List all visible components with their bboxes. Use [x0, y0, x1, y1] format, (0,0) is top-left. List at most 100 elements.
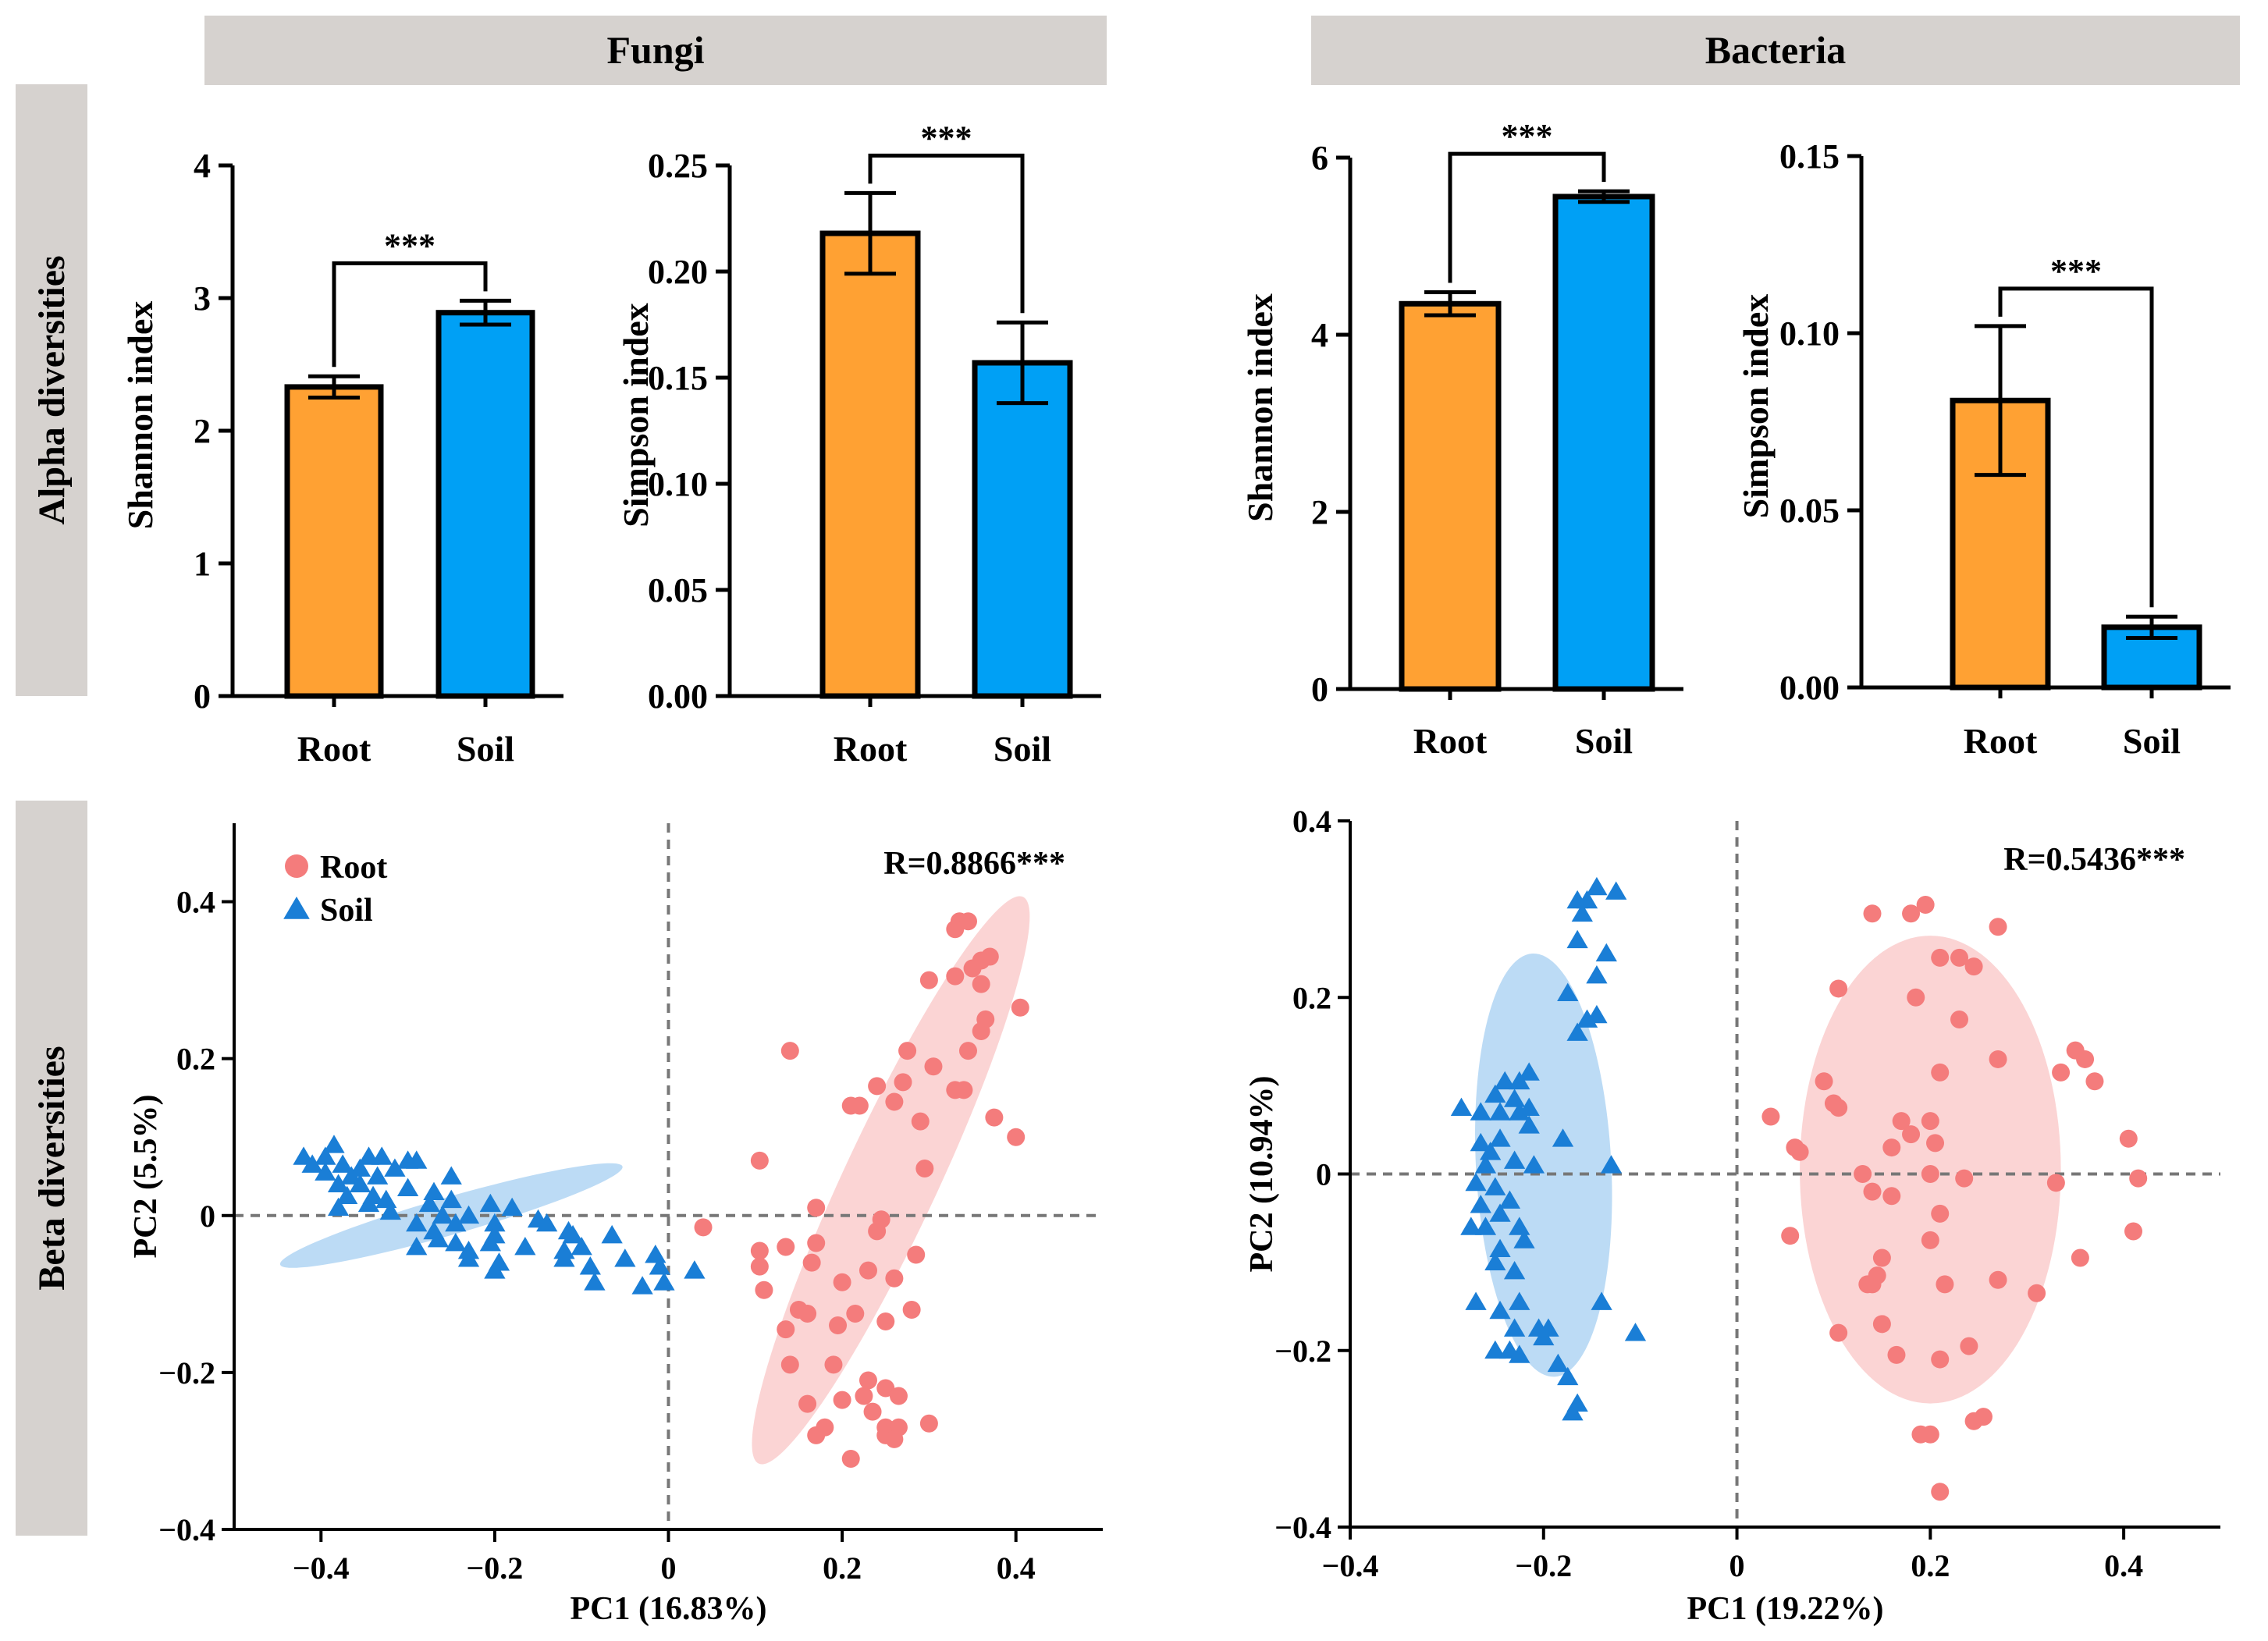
beta-side-label: Beta diversities [31, 1046, 73, 1290]
alpha-side-bar [16, 84, 87, 696]
soil-point [1489, 1238, 1511, 1258]
root-point [807, 1199, 826, 1217]
root-point [985, 1108, 1004, 1127]
root-point [750, 1241, 769, 1260]
soil-point [327, 1197, 350, 1217]
category-label: Root [1413, 721, 1488, 761]
y-tick-label: 2 [194, 412, 211, 450]
soil-point [1450, 1097, 1473, 1117]
soil-point [1484, 1084, 1506, 1103]
root-point [2119, 1129, 2138, 1148]
bar-soil [435, 310, 535, 699]
soil-point [315, 1146, 336, 1165]
soil-point [432, 1205, 453, 1224]
soil-point [1509, 1344, 1530, 1363]
root-point [885, 1430, 904, 1448]
soil-point [406, 1213, 428, 1232]
soil-point [349, 1174, 371, 1192]
root-point [1882, 1187, 1901, 1206]
root-point [946, 967, 965, 986]
soil-point [332, 1154, 354, 1173]
root-point [2124, 1222, 2142, 1241]
root-point [1911, 1425, 1930, 1444]
root-point [824, 1355, 843, 1374]
y-tick-label: 0 [1311, 670, 1328, 709]
significance-label: *** [1502, 117, 1553, 155]
y-tick-label: 0.4 [1292, 804, 1331, 839]
y-tick-label: 0.2 [1292, 980, 1331, 1015]
root-point [885, 1092, 904, 1111]
soil-point [553, 1249, 575, 1267]
root-point [858, 1371, 877, 1390]
soil-point [1489, 1203, 1511, 1222]
root-point [1815, 1072, 1833, 1091]
y-tick-label: 0.10 [1779, 314, 1840, 353]
y-tick-label: 0.00 [648, 677, 708, 716]
soil-point [1533, 1327, 1555, 1346]
x-tick-label: 0 [661, 1550, 677, 1586]
category-label: Root [297, 729, 371, 769]
soil-point [1566, 1022, 1588, 1041]
root-point [889, 1387, 908, 1405]
bar-soil [1552, 194, 1655, 692]
y-tick-label: 1 [194, 545, 211, 583]
bar-root [1399, 300, 1502, 692]
legend-root-label: Root [320, 850, 387, 886]
alpha-side-label: Alpha diversities [31, 255, 73, 524]
soil-point [323, 1135, 345, 1153]
soil-point [1557, 982, 1579, 1001]
soil-point [1586, 1004, 1608, 1024]
root-point [807, 1234, 826, 1252]
y-tick-label: 3 [194, 279, 211, 318]
soil-point [1605, 881, 1627, 900]
root-point [841, 1096, 860, 1115]
bar-root [819, 230, 921, 699]
fungi-shannon-chart: 0 1 2 3 4 Shannon index Root Soil *** [120, 147, 563, 769]
root-point [1892, 1112, 1911, 1131]
soil-point [1566, 890, 1588, 909]
root-point [2046, 1174, 2065, 1192]
soil-point [1489, 1128, 1511, 1147]
root-point [919, 1414, 938, 1433]
fungi-pcoa-chart: −0.4 −0.2 0 0.2 0.4 −0.4 −0.2 0 0.2 0.4 PC1 (16.83… [128, 823, 1103, 1627]
root-point [911, 1112, 930, 1131]
y-tick-label: −0.4 [158, 1512, 215, 1547]
r-statistic-annotation: R=0.8866*** [883, 846, 1065, 882]
soil-point [684, 1260, 706, 1279]
fungi-header-bar [204, 16, 1107, 85]
soil-point [1518, 1062, 1540, 1081]
root-point [1989, 1270, 2007, 1289]
legend-soil-marker [283, 897, 310, 919]
x-tick-label: −0.4 [1322, 1548, 1379, 1583]
soil-point [631, 1276, 653, 1295]
root-point [798, 1394, 817, 1413]
root-point [1964, 957, 1983, 976]
bar-soil [972, 360, 1073, 699]
y-tick-label: 0.10 [648, 465, 708, 503]
soil-point [1509, 1071, 1530, 1090]
soil-point [371, 1146, 393, 1165]
root-point [972, 975, 990, 993]
soil-point [1523, 1155, 1545, 1174]
soil-point [1503, 1150, 1526, 1169]
soil-point [1600, 1155, 1623, 1174]
legend-soil-label: Soil [320, 893, 373, 929]
root-point [2076, 1050, 2095, 1068]
soil-point [1474, 1155, 1497, 1174]
root-point [1950, 948, 1968, 967]
root-point [1921, 1165, 1939, 1183]
soil-point [514, 1237, 536, 1256]
root-point [954, 1081, 973, 1099]
soil-point [1479, 1142, 1502, 1160]
root-point [1007, 1128, 1026, 1146]
soil-point [423, 1181, 445, 1201]
root-point [750, 1257, 769, 1276]
x-axis-label: PC1 (16.83%) [571, 1591, 767, 1627]
root-point [1902, 904, 1921, 923]
soil-point [406, 1237, 428, 1256]
root-point [2071, 1249, 2089, 1267]
root-point [1931, 1063, 1950, 1082]
root-point [1882, 1138, 1901, 1157]
root-point [885, 1269, 904, 1288]
